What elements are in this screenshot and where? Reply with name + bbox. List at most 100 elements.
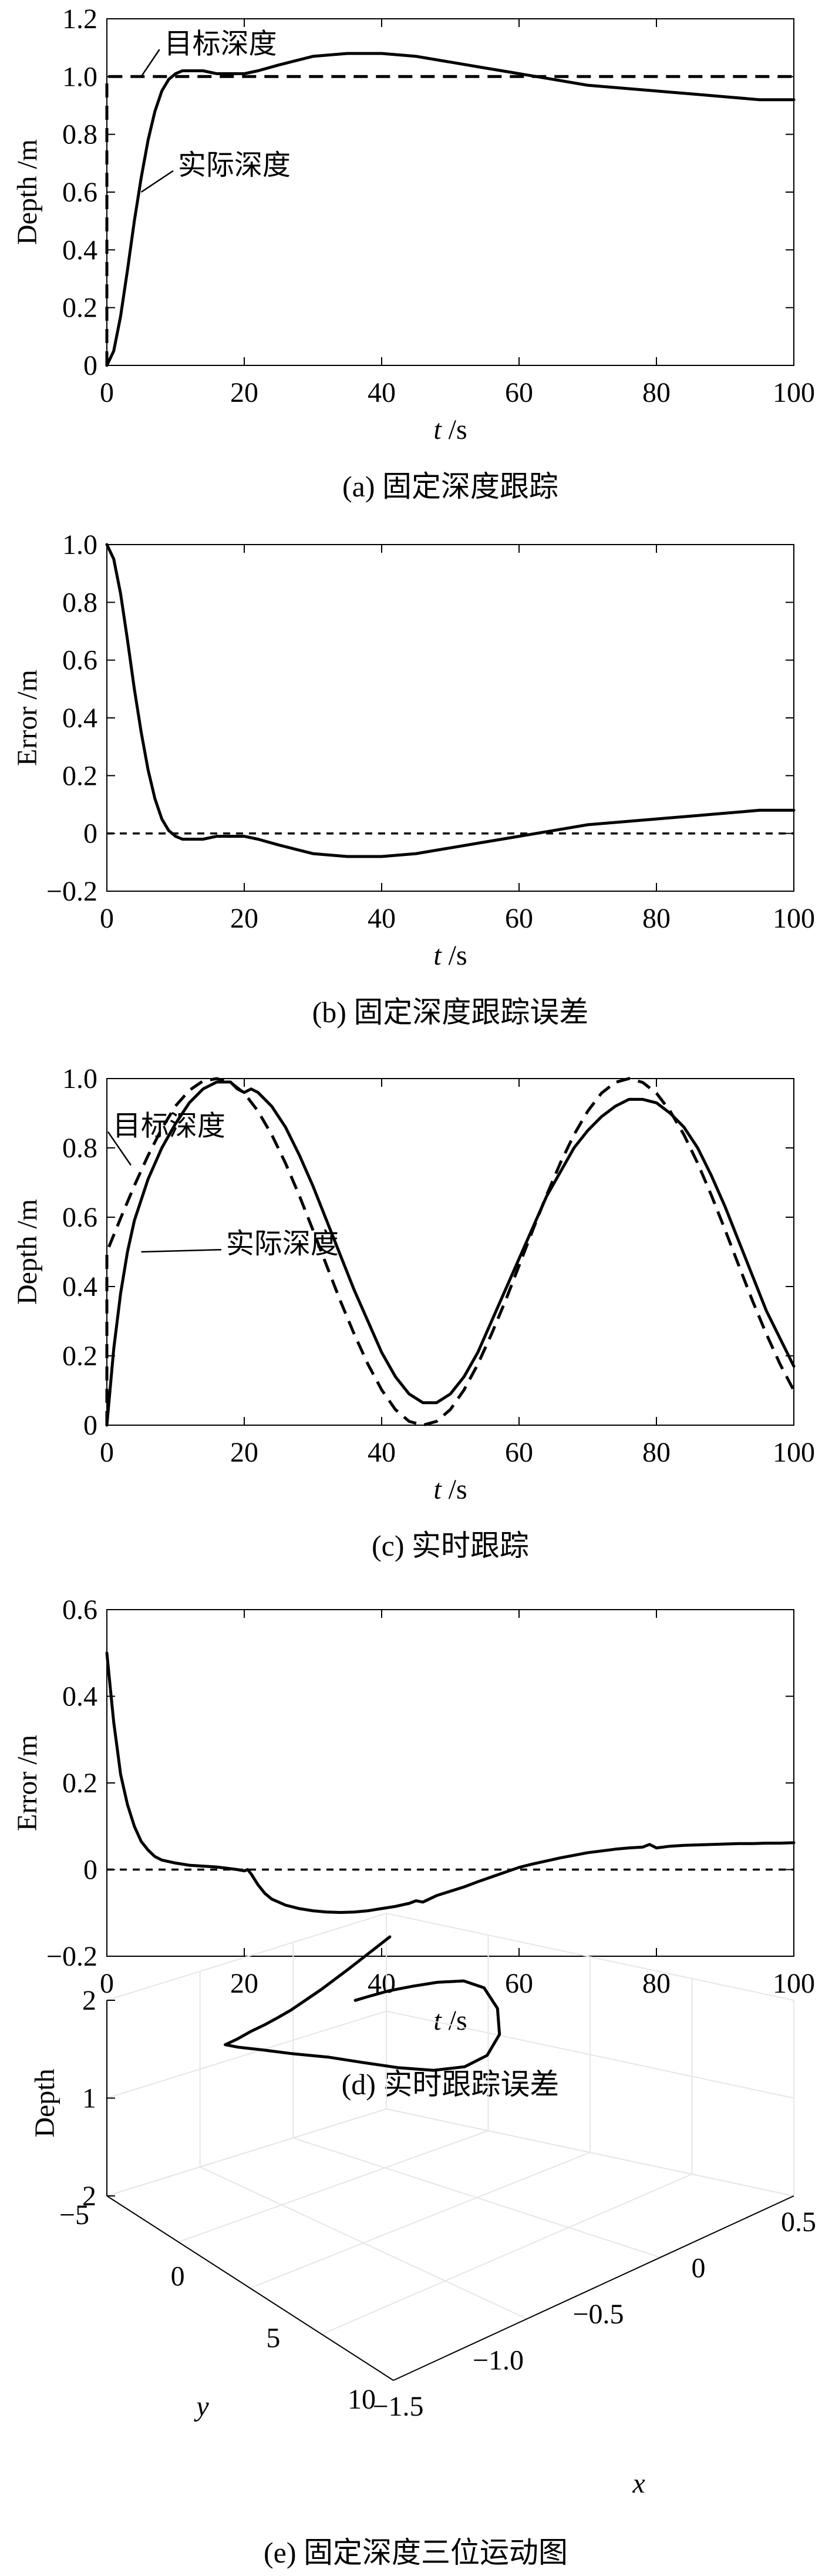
y-tick-label: 0.8 — [62, 119, 97, 150]
y-tick-label: −0.2 — [46, 876, 97, 907]
x-tick-label: −1.0 — [473, 2345, 524, 2376]
y-tick-label: 1.0 — [62, 61, 97, 92]
x-tick-label: 40 — [368, 1437, 396, 1468]
figure-caption: (d) 实时跟踪误差 — [342, 2068, 560, 2101]
y-tick-label: 0 — [171, 2261, 185, 2292]
z-tick-label: 1 — [82, 2083, 96, 2114]
grid-line — [106, 1912, 794, 2001]
annotation-label: 实际深度 — [226, 1227, 339, 1260]
x-tick-label: 60 — [505, 1437, 533, 1468]
y-tick-label: 5 — [266, 2322, 280, 2353]
plot-frame — [106, 1078, 794, 1426]
y-axis-label: Depth /m — [12, 1199, 43, 1305]
x-tick-label: 60 — [505, 903, 533, 934]
actual-series-line — [105, 1651, 796, 1914]
x-tick-label: −1.5 — [372, 2391, 423, 2422]
y-tick-label: 0 — [83, 1855, 97, 1886]
x-tick-label: 80 — [642, 903, 671, 934]
y-axis-label: Depth /m — [12, 139, 43, 245]
y-tick-label: 0.6 — [62, 1202, 97, 1233]
x-tick-label: 0.5 — [781, 2206, 816, 2238]
x-tick-label: 0 — [100, 903, 114, 934]
z-tick-label: 2 — [82, 1985, 96, 2016]
x-axis-unit: /s — [442, 1474, 467, 1505]
y-tick-label: 0.2 — [62, 1341, 97, 1372]
reference-series-line — [105, 1077, 796, 1427]
y-tick-label: 1.0 — [62, 529, 97, 560]
x-tick-label: 40 — [368, 377, 396, 408]
x-tick-label: 100 — [773, 377, 815, 408]
y-tick-label: 0.2 — [62, 293, 97, 324]
x-tick-label: 100 — [773, 903, 815, 934]
actual-series-line — [105, 543, 796, 858]
annotation-leader — [141, 1248, 221, 1253]
reference-series-line — [105, 75, 794, 365]
x-tick-label: 0 — [100, 1968, 114, 1999]
x-tick-label: 100 — [773, 1968, 815, 1999]
y-tick-label: 0.2 — [62, 760, 97, 791]
x-tick-label: 20 — [230, 1968, 258, 1999]
x-tick-label: 80 — [642, 377, 671, 408]
y-tick-label: 0.4 — [62, 703, 97, 734]
y-tick-label: 0.6 — [62, 1594, 97, 1625]
x-tick-label: 60 — [505, 1968, 533, 1999]
y-tick-label: 0.4 — [62, 1271, 97, 1302]
annotation-label: 实际深度 — [178, 149, 291, 182]
x-tick-label: 20 — [230, 377, 258, 408]
x-axis-variable: t — [433, 1474, 442, 1505]
y-tick-label: 0 — [83, 818, 97, 849]
x-tick-label: 40 — [368, 903, 396, 934]
x-axis-label: t /s — [433, 2005, 467, 2036]
figure-caption: (a) 固定深度跟踪 — [342, 470, 558, 503]
grid-line — [250, 2152, 591, 2289]
y-tick-label: 0.8 — [62, 1133, 97, 1164]
grid-line — [106, 2108, 794, 2197]
figure-caption: (c) 实时跟踪 — [372, 1529, 529, 1562]
y-tick-label: 0.8 — [62, 587, 97, 618]
x-tick-label: 60 — [505, 377, 533, 408]
figure-caption: (b) 固定深度跟踪误差 — [312, 996, 589, 1029]
y-tick-label: 0 — [83, 350, 97, 381]
grid-line — [106, 2010, 794, 2099]
x-tick-label: 0 — [692, 2253, 706, 2284]
y-axis-label: y — [193, 2391, 209, 2422]
y-tick-label: 0.6 — [62, 645, 97, 676]
x-axis-unit: /s — [442, 414, 467, 445]
annotation-label: 目标深度 — [113, 1110, 225, 1143]
figure-caption: (e) 固定深度三位运动图 — [264, 2536, 568, 2569]
trajectory-line — [224, 1935, 501, 2072]
y-tick-label: 10 — [348, 2384, 376, 2415]
y-tick-label: −0.2 — [46, 1941, 97, 1972]
y-tick-label: 0 — [83, 1410, 97, 1441]
x-tick-label: 80 — [642, 1437, 671, 1468]
z-tick-label: 2 — [82, 2181, 96, 2212]
annotation-leader — [107, 1131, 132, 1166]
x-axis-variable: t — [433, 414, 442, 445]
annotation-leader — [140, 170, 174, 193]
grid-line — [293, 2137, 661, 2258]
x-axis-variable: t — [433, 940, 442, 971]
y-axis-label: Error /m — [12, 1735, 43, 1831]
y-tick-label: 0.2 — [62, 1768, 97, 1799]
x-axis-label: t /s — [433, 940, 467, 971]
y-axis-label: Error /m — [12, 670, 43, 766]
x-tick-label: 100 — [773, 1437, 815, 1468]
y-tick-label: 1.2 — [62, 4, 97, 35]
y-tick-label: 0.6 — [62, 177, 97, 208]
grid-line — [200, 2166, 527, 2320]
actual-series-line — [105, 52, 796, 367]
x-tick-label: 20 — [230, 1437, 258, 1468]
x-axis-label: t /s — [433, 414, 467, 445]
annotation-label: 目标深度 — [164, 27, 277, 60]
x-axis-label: t /s — [433, 1474, 467, 1505]
x-tick-label: 20 — [230, 903, 258, 934]
z-axis-label: Depth — [29, 2068, 60, 2137]
plot-frame — [106, 1609, 794, 1957]
grid-line — [178, 2130, 489, 2243]
x-axis-line — [393, 2195, 794, 2381]
